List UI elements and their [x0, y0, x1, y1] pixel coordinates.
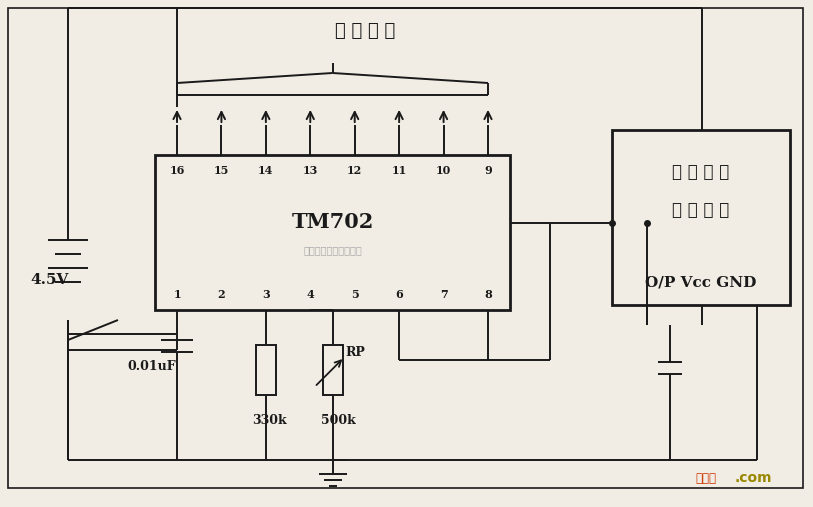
Text: 10: 10 — [436, 165, 451, 176]
Text: 15: 15 — [214, 165, 229, 176]
Text: 9: 9 — [484, 165, 492, 176]
Text: .com: .com — [735, 471, 772, 485]
Text: 杭州谱睿科技有限公司: 杭州谱睿科技有限公司 — [303, 245, 362, 256]
Text: 13: 13 — [302, 165, 318, 176]
Text: 红 外 线 放: 红 外 线 放 — [672, 163, 729, 181]
Text: 1: 1 — [173, 288, 180, 300]
Bar — [323, 345, 342, 395]
Text: RP: RP — [346, 346, 365, 359]
Text: 2: 2 — [218, 288, 225, 300]
Text: 4: 4 — [307, 288, 314, 300]
Text: 6: 6 — [395, 288, 403, 300]
Text: 3: 3 — [262, 288, 270, 300]
Text: 16: 16 — [169, 165, 185, 176]
Text: 7: 7 — [440, 288, 447, 300]
Text: 8: 8 — [484, 288, 492, 300]
Bar — [612, 130, 790, 305]
Text: 0.01uF: 0.01uF — [127, 359, 176, 373]
Bar — [155, 155, 510, 310]
Text: 4.5V: 4.5V — [30, 273, 68, 287]
Text: 5: 5 — [351, 288, 359, 300]
Text: 330k: 330k — [252, 414, 286, 426]
Text: 接线图: 接线图 — [695, 472, 716, 485]
Text: 12: 12 — [347, 165, 363, 176]
Bar — [256, 345, 276, 395]
Text: O/P Vcc GND: O/P Vcc GND — [646, 276, 757, 290]
Text: 14: 14 — [259, 165, 273, 176]
Text: 11: 11 — [392, 165, 406, 176]
Text: 500k: 500k — [320, 414, 355, 426]
Text: TM702: TM702 — [291, 212, 374, 233]
Text: 控 制 输 出: 控 制 输 出 — [335, 22, 395, 40]
Text: 大 解 调 器: 大 解 调 器 — [672, 201, 729, 219]
